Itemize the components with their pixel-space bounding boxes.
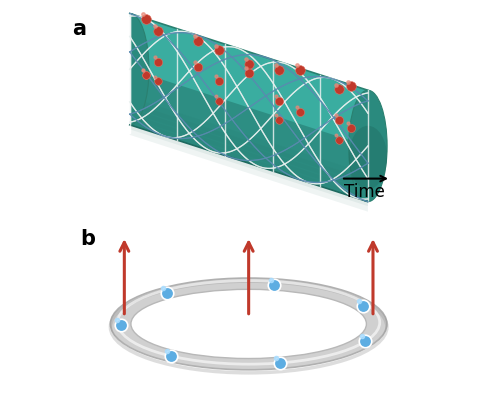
Text: a: a <box>72 19 86 39</box>
Polygon shape <box>130 119 368 206</box>
Text: b: b <box>80 229 96 249</box>
Polygon shape <box>130 69 368 202</box>
Text: Time: Time <box>343 183 385 201</box>
Ellipse shape <box>349 126 387 189</box>
Ellipse shape <box>131 290 367 359</box>
Polygon shape <box>130 125 368 212</box>
Bar <box>103 6 130 132</box>
Polygon shape <box>130 103 368 189</box>
Ellipse shape <box>110 278 387 370</box>
Polygon shape <box>130 114 368 201</box>
Ellipse shape <box>349 90 387 202</box>
Polygon shape <box>130 97 368 184</box>
Polygon shape <box>130 108 368 195</box>
Polygon shape <box>130 13 368 202</box>
Ellipse shape <box>111 13 149 125</box>
